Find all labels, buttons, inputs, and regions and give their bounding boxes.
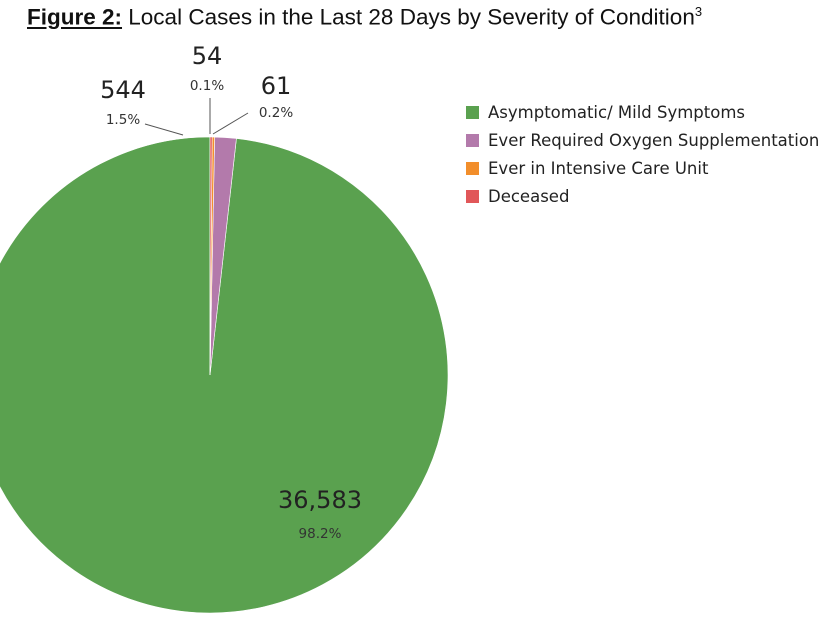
title-text: Local Cases in the Last 28 Days by Sever… bbox=[128, 4, 695, 30]
data-label-value: 544 bbox=[100, 76, 146, 104]
figure-number: Figure 2: bbox=[27, 4, 123, 30]
leader-line bbox=[212, 112, 249, 135]
legend-swatch bbox=[466, 161, 479, 175]
legend-label: Ever in Intensive Care Unit bbox=[488, 158, 709, 178]
leader-line bbox=[144, 123, 184, 136]
legend-swatch bbox=[466, 105, 479, 119]
legend-item: Ever in Intensive Care Unit bbox=[466, 154, 830, 182]
legend-item: Ever Required Oxygen Supplementation bbox=[466, 126, 830, 154]
legend-item: Asymptomatic/ Mild Symptoms bbox=[466, 98, 830, 126]
legend-swatch bbox=[466, 189, 479, 203]
data-label-percent: 0.1% bbox=[190, 78, 224, 94]
data-label-value: 61 bbox=[261, 72, 292, 100]
chart-legend: Asymptomatic/ Mild Symptoms Ever Required… bbox=[466, 98, 830, 210]
pie-slice-asymptomatic-mild-symptoms bbox=[0, 136, 449, 614]
data-label-value: 36,583 bbox=[278, 486, 362, 514]
data-label-value: 54 bbox=[192, 42, 223, 70]
chart-title: Figure 2: Local Cases in the Last 28 Day… bbox=[27, 4, 702, 31]
legend-label: Asymptomatic/ Mild Symptoms bbox=[488, 102, 746, 122]
data-label-percent: 98.2% bbox=[299, 526, 342, 542]
legend-swatch bbox=[466, 133, 479, 147]
pie-slice-deceased bbox=[209, 136, 213, 376]
title-footnote: 3 bbox=[694, 4, 703, 19]
legend-item: Deceased bbox=[466, 182, 830, 210]
legend-label: Ever Required Oxygen Supplementation bbox=[488, 130, 820, 150]
data-label-percent: 1.5% bbox=[106, 112, 140, 128]
data-label-percent: 0.2% bbox=[259, 105, 293, 121]
legend-label: Deceased bbox=[488, 186, 570, 206]
